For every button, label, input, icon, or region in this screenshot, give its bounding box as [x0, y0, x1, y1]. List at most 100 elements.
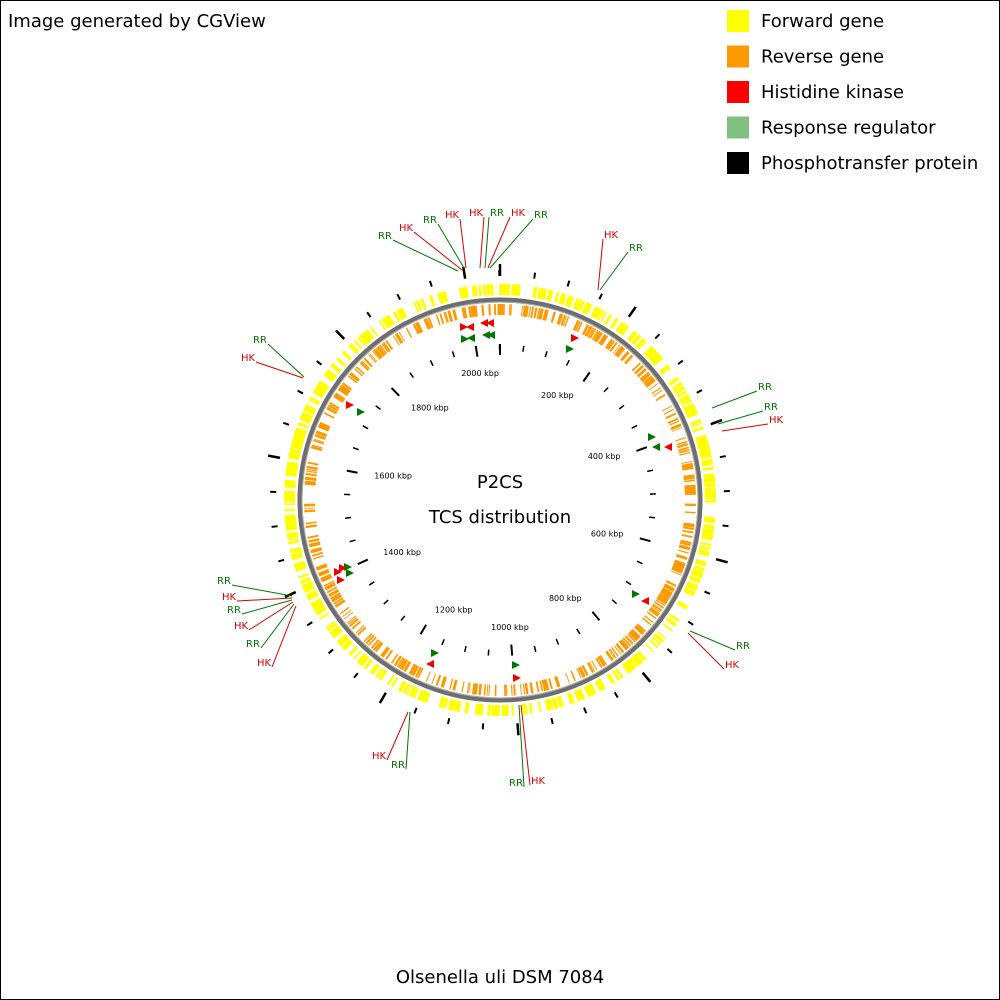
callout-line — [484, 216, 490, 269]
callout-line — [236, 597, 293, 602]
tick-label: 1600 kbp — [374, 471, 412, 480]
forward-gene — [300, 414, 312, 422]
reverse-gene — [309, 543, 321, 548]
forward-gene — [541, 288, 547, 300]
forward-gene — [615, 668, 624, 679]
outer-tick — [696, 389, 703, 394]
reverse-gene — [398, 658, 406, 669]
forward-gene — [588, 683, 597, 695]
forward-gene — [412, 687, 420, 699]
forward-gene — [547, 289, 554, 302]
forward-gene — [701, 458, 713, 463]
reverse-gene — [631, 362, 641, 372]
tcs-marker — [334, 568, 342, 576]
reverse-gene — [565, 672, 570, 684]
tcs-marker — [512, 661, 520, 669]
forward-gene — [511, 284, 515, 296]
callout-line — [489, 218, 534, 269]
reverse-gene — [308, 538, 320, 543]
reverse-gene — [582, 324, 589, 335]
forward-gene — [419, 690, 426, 702]
tcs-marker — [632, 590, 640, 598]
forward-gene — [679, 396, 691, 404]
reverse-gene — [574, 320, 581, 332]
reverse-gene — [326, 586, 338, 594]
reverse-gene — [403, 661, 411, 672]
reverse-gene — [536, 307, 541, 319]
forward-gene — [357, 336, 366, 347]
tcs-marker — [346, 401, 354, 409]
callout-label: RR — [490, 208, 504, 219]
outer-tick — [334, 329, 346, 340]
reverse-gene — [304, 480, 316, 483]
reverse-gene — [634, 625, 645, 635]
forward-gene — [533, 286, 538, 299]
forward-gene — [645, 348, 657, 359]
reverse-gene — [332, 595, 343, 603]
forward-gene — [319, 380, 330, 388]
reverse-gene — [311, 444, 323, 449]
forward-gene — [701, 535, 713, 541]
reverse-gene — [452, 309, 457, 321]
outer-tick — [677, 359, 684, 365]
forward-gene — [338, 636, 350, 647]
forward-gene — [310, 598, 322, 607]
forward-gene — [552, 697, 559, 709]
forward-gene — [438, 292, 444, 304]
outer-tick — [710, 418, 723, 426]
reverse-gene — [478, 683, 482, 696]
reverse-gene — [370, 639, 380, 649]
reverse-gene — [312, 555, 324, 560]
reverse-gene — [529, 682, 533, 694]
forward-gene — [324, 370, 336, 381]
forward-gene — [370, 664, 380, 675]
reverse-gene — [612, 344, 621, 354]
reverse-gene — [645, 379, 656, 388]
callout-line — [248, 601, 294, 631]
center-subtitle: TCS distribution — [428, 507, 571, 528]
forward-gene — [315, 606, 327, 615]
forward-gene — [307, 593, 319, 601]
callout-label: HK — [531, 776, 546, 787]
forward-gene — [326, 370, 337, 378]
forward-gene — [686, 411, 699, 419]
outer-tick — [583, 707, 588, 714]
reverse-gene — [453, 309, 458, 321]
reverse-gene — [677, 549, 689, 554]
reverse-gene — [606, 339, 616, 351]
reverse-gene — [679, 544, 691, 550]
reverse-gene — [313, 440, 324, 445]
forward-gene — [673, 385, 684, 393]
reverse-gene — [656, 597, 667, 605]
reverse-gene — [683, 477, 695, 481]
reverse-gene — [408, 663, 416, 675]
callout-label: RR — [391, 760, 405, 771]
reverse-gene — [684, 489, 696, 493]
outer-tick — [654, 333, 661, 340]
inner-tick — [565, 359, 570, 366]
tcs-marker — [487, 331, 495, 339]
reverse-gene — [355, 625, 365, 634]
reverse-gene — [530, 682, 534, 694]
reverse-gene — [624, 355, 634, 365]
reverse-gene — [683, 524, 695, 528]
forward-gene — [315, 384, 327, 394]
outer-tick — [722, 524, 729, 528]
reverse-gene — [669, 420, 680, 426]
reverse-gene — [667, 417, 679, 424]
reverse-gene — [625, 635, 634, 645]
forward-gene — [564, 295, 571, 307]
tcs-marker — [571, 334, 579, 342]
reverse-gene — [355, 366, 365, 375]
reverse-gene — [440, 676, 446, 688]
reverse-gene — [380, 646, 389, 657]
reverse-gene — [651, 387, 662, 395]
reverse-gene — [390, 653, 399, 664]
callout-label: RR — [423, 215, 437, 226]
reverse-gene — [307, 534, 319, 539]
reverse-gene — [642, 375, 653, 385]
forward-gene — [284, 481, 296, 486]
reverse-gene — [425, 318, 432, 329]
reverse-gene — [512, 684, 515, 696]
tick-label: 600 kbp — [591, 529, 624, 538]
